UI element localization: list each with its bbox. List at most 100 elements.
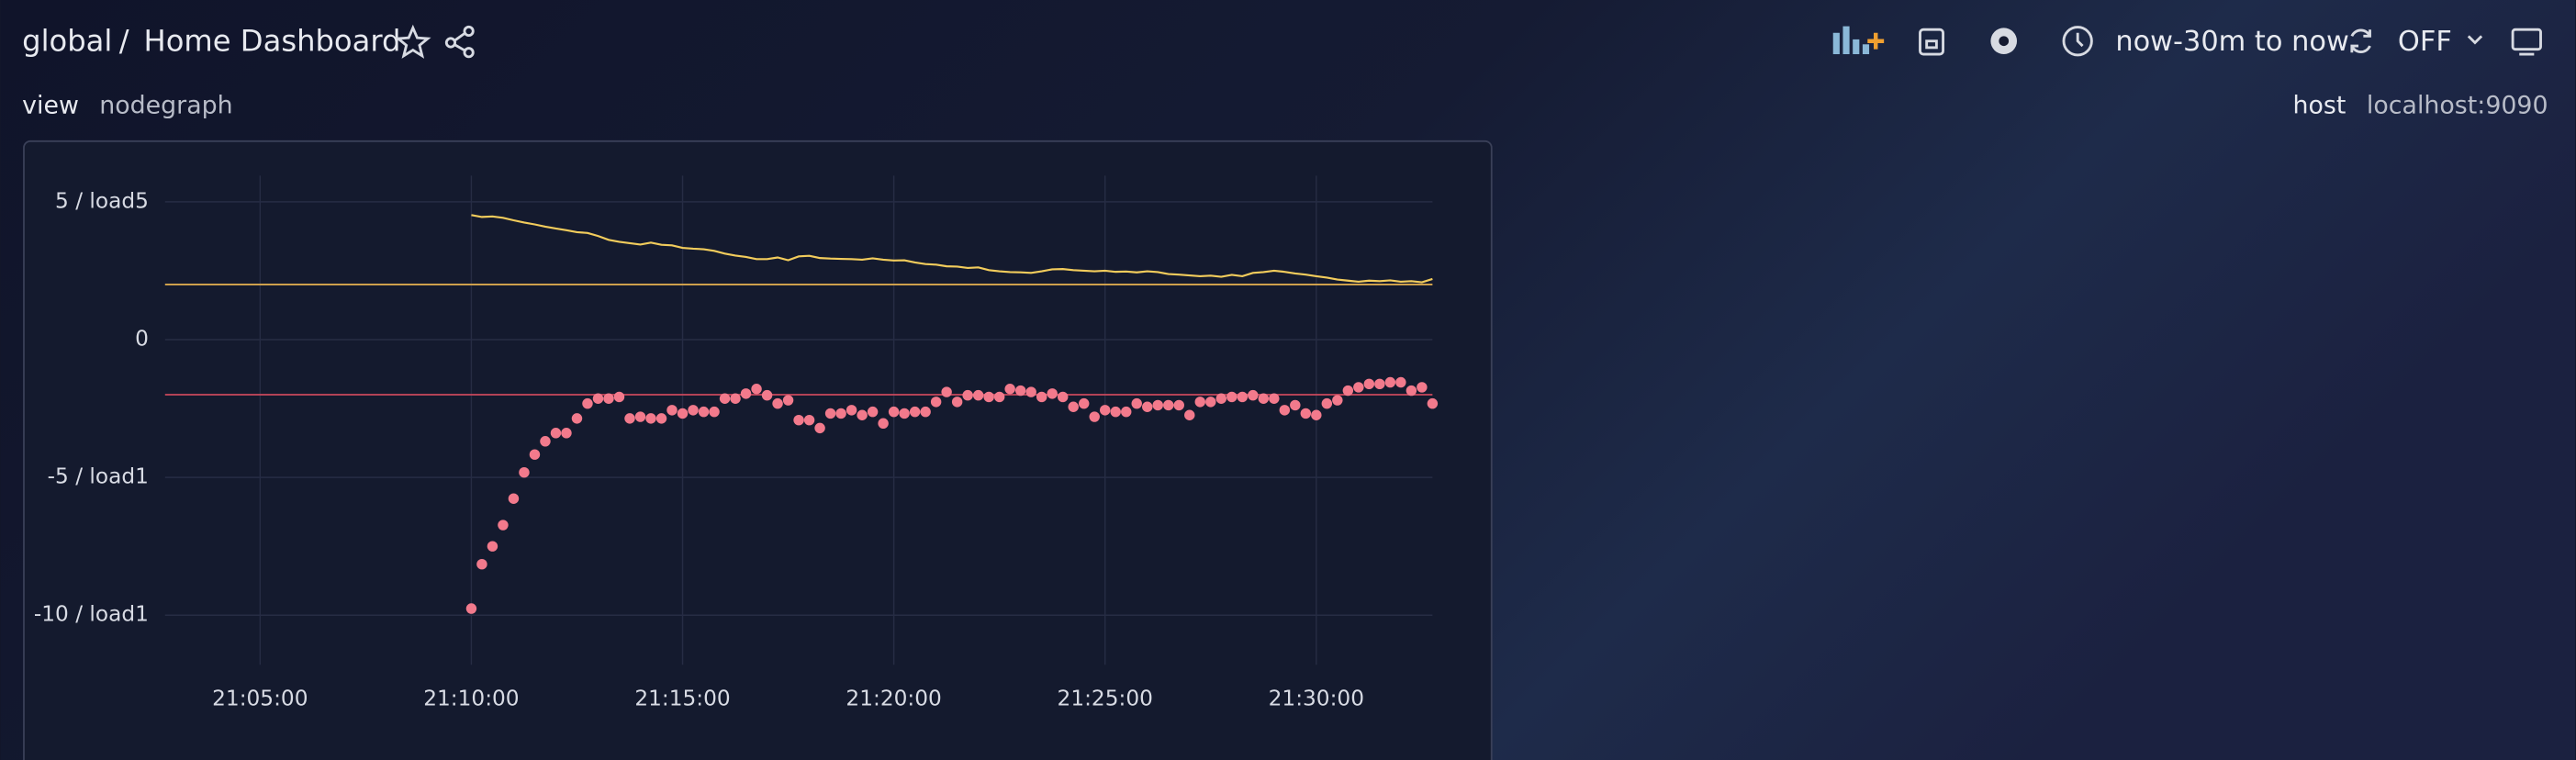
data-point [1269,393,1280,404]
data-point [1406,385,1417,397]
data-point [634,411,646,422]
data-point [1279,405,1291,416]
data-point [1036,391,1047,403]
data-point [730,393,741,404]
data-point [814,422,825,434]
data-point [1427,397,1439,409]
data-point [508,493,520,504]
data-point [1290,399,1301,411]
data-point [1099,405,1111,416]
x-tick-label: 21:20:00 [846,686,941,710]
data-point [529,449,541,460]
data-point [1226,391,1238,403]
data-point [1184,409,1195,420]
data-point [1363,378,1375,390]
data-point [793,414,804,426]
data-point [993,391,1005,403]
y-tick-label: -10 / load1 [34,602,149,627]
refresh-dropdown[interactable] [2467,35,2483,45]
panel [23,140,1493,760]
data-point [930,397,942,408]
data-point [476,558,487,570]
y-tick-label: -5 / load1 [48,464,149,489]
data-point [782,395,794,406]
time-picker-icon[interactable] [2062,26,2093,57]
data-point [719,393,731,404]
data-point [1300,408,1312,419]
data-point [698,406,710,418]
x-tick-label: 21:30:00 [1269,686,1364,710]
breadcrumb-folder[interactable]: global [22,23,112,58]
data-point [951,397,963,408]
data-point [1237,391,1249,403]
data-point [498,520,509,531]
data-point [1047,388,1058,399]
data-point [1068,401,1079,412]
data-point [867,406,879,418]
data-point [1395,376,1406,388]
data-point [603,393,614,404]
data-point [1311,409,1322,420]
add-panel-icon[interactable] [1832,26,1885,55]
refresh-icon[interactable] [2350,28,2371,53]
data-point [1152,399,1163,411]
data-point [846,405,857,416]
variable-value[interactable]: localhost:9090 [2367,92,2548,120]
data-point [751,384,762,395]
dashboard-title[interactable]: Home Dashboard [144,23,401,58]
time-range[interactable]: now-30m to now [2115,26,2349,58]
x-tick-label: 21:25:00 [1058,686,1153,710]
data-point [878,418,889,429]
data-point [655,413,667,424]
data-point [592,393,604,404]
data-point [561,428,572,439]
breadcrumb-separator: / [119,23,129,58]
data-point [1004,384,1015,395]
data-point [1163,399,1174,411]
data-point [1215,393,1226,404]
data-point [1384,376,1396,388]
data-point [1025,386,1036,397]
data-point [941,386,952,397]
data-point [1142,401,1153,412]
x-tick-label: 21:05:00 [212,686,308,710]
data-point [1417,382,1428,393]
data-point [857,409,868,420]
save-icon[interactable] [1919,28,1944,56]
data-point [1374,378,1385,390]
data-point [709,406,720,418]
y-tick-label: 0 [135,326,149,351]
data-point [1332,395,1343,406]
data-point [761,389,773,401]
data-point [465,603,477,614]
data-point [550,428,562,439]
variable-value[interactable]: nodegraph [99,92,232,120]
data-point [772,397,783,409]
share-icon[interactable] [444,25,475,59]
data-point [1089,411,1100,422]
data-point [1194,397,1205,408]
data-point [1205,397,1216,408]
chart: 5 / load5 0 -5 / load1 -10 / load1 21:05:00 2… [34,175,1439,710]
data-point [1110,406,1121,418]
x-tick-label: 21:10:00 [423,686,519,710]
refresh-interval[interactable]: OFF [2398,26,2452,58]
settings-icon[interactable] [1990,28,2018,55]
data-point [983,391,994,403]
view-mode-icon[interactable] [2511,28,2542,56]
data-point [1258,393,1270,404]
data-point [824,408,836,419]
variable-label: view [22,92,79,120]
data-point [540,436,551,447]
variable-label: host [2292,92,2346,120]
data-point [582,397,593,409]
data-point [740,388,752,399]
data-point [688,405,699,416]
data-point [1131,397,1142,409]
star-icon[interactable] [395,24,431,59]
data-point [487,541,498,552]
data-point [571,413,583,424]
data-point [1321,397,1333,409]
data-point [1057,391,1069,403]
